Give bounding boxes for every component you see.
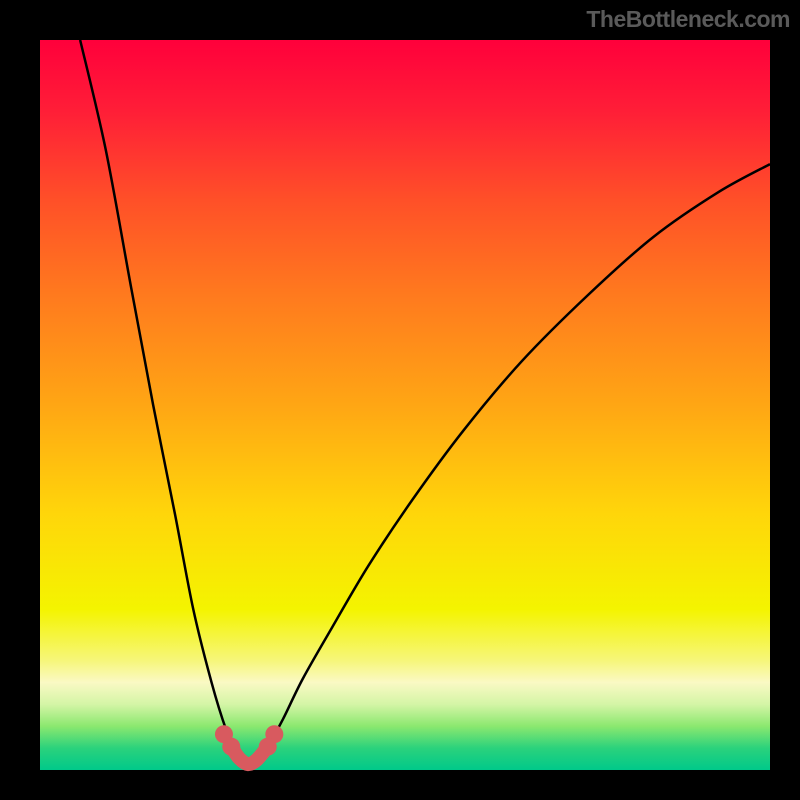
chart-canvas: TheBottleneck.com (0, 0, 800, 800)
curve-marker (259, 738, 277, 756)
plot-area (40, 40, 770, 770)
watermark-text: TheBottleneck.com (586, 6, 790, 33)
curve-marker (222, 738, 240, 756)
bottleneck-curve (80, 40, 770, 763)
curve-svg (40, 40, 770, 770)
